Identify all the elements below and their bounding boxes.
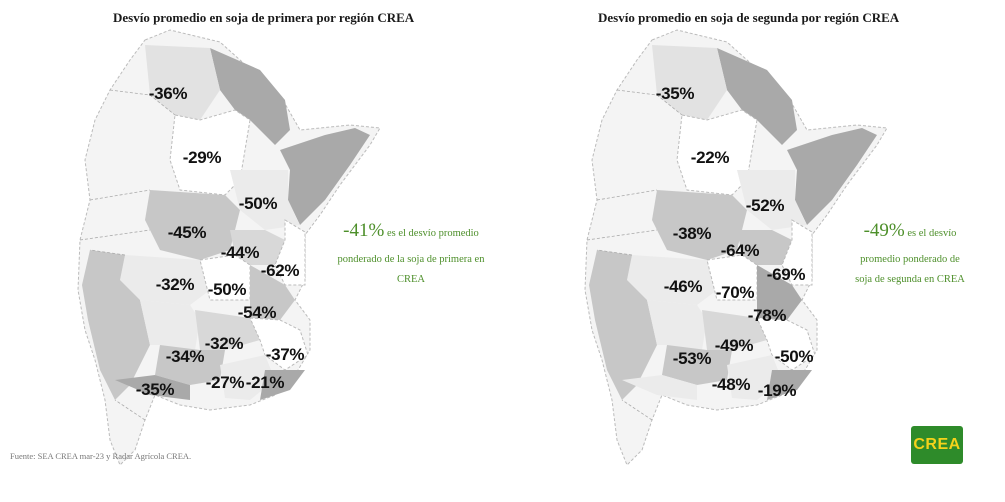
region-value: -52% (745, 196, 785, 215)
region-value: -45% (167, 223, 207, 242)
region-value: -78% (747, 306, 787, 325)
region-value: -44% (220, 243, 260, 262)
region-value: -37% (265, 345, 305, 364)
region-value: -32% (155, 275, 195, 294)
summary-left-text3: CREA (396, 274, 425, 285)
region-value: -50% (238, 194, 278, 213)
region-value: -35% (135, 380, 175, 399)
region-value: -38% (672, 224, 712, 243)
summary-right-text2: promedio ponderado de (860, 254, 960, 265)
region-value: -53% (672, 349, 712, 368)
map-title-right: Desvío promedio en soja de segunda por r… (598, 10, 900, 25)
argentina-map-right (584, 29, 887, 466)
map-title-left: Desvío promedio en soja de primera por r… (113, 10, 415, 25)
region-value: -49% (714, 336, 754, 355)
region-value: -22% (690, 148, 730, 167)
summary-left-pct: -41% (343, 220, 385, 241)
summary-left-text2: ponderado de la soja de primera en (337, 254, 485, 265)
region-value: -36% (148, 84, 188, 103)
crea-logo: CREA (911, 426, 963, 464)
region-value: -70% (715, 283, 755, 302)
region-value: -35% (655, 84, 695, 103)
summary-right-text3: soja de segunda en CREA (855, 274, 965, 285)
region-value: -62% (260, 261, 300, 280)
region-value: -46% (663, 277, 703, 296)
crea-logo-text: CREA (913, 436, 961, 453)
argentina-map-left (77, 29, 380, 466)
region-value: -48% (711, 375, 751, 394)
summary-right-pct: -49% (863, 220, 905, 241)
region-value: -54% (237, 303, 277, 322)
summary-left-text1: es el desvío promedio (386, 228, 479, 239)
region-value: -21% (245, 373, 285, 392)
region-value: -50% (207, 280, 247, 299)
region-value: -34% (165, 347, 205, 366)
region-value: -64% (720, 241, 760, 260)
summary-right-text1: es el desvío (907, 228, 957, 239)
region-value: -19% (757, 381, 797, 400)
region-value: -69% (766, 265, 806, 284)
region-value: -29% (182, 148, 222, 167)
region-value: -50% (774, 347, 814, 366)
region-value: -32% (204, 334, 244, 353)
source-note: Fuente: SEA CREA mar-23 y Radar Agrícola… (10, 451, 192, 461)
summary-left: -41% es el desvío promedio ponderado de … (320, 218, 502, 287)
summary-right: -49% es el desvío promedio ponderado de … (835, 218, 985, 287)
region-value: -27% (205, 373, 245, 392)
